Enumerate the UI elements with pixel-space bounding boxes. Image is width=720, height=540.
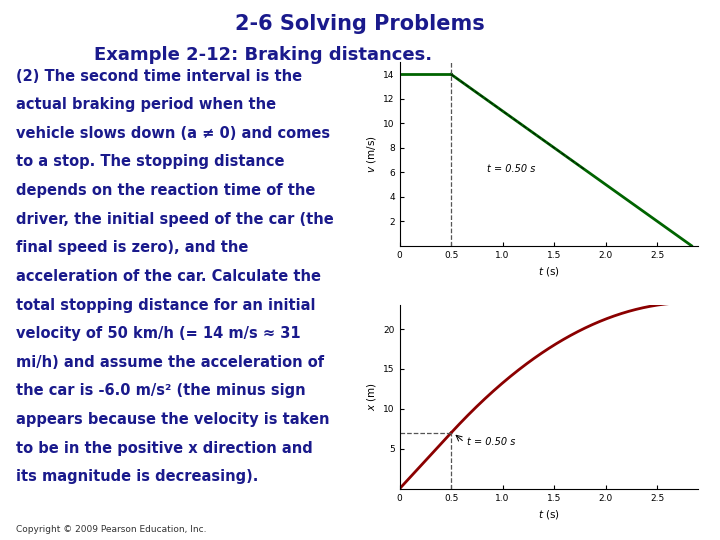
Text: velocity of 50 km/h (= 14 m/s ≈ 31: velocity of 50 km/h (= 14 m/s ≈ 31 [16, 326, 300, 341]
Text: t = 0.50 s: t = 0.50 s [467, 437, 515, 447]
Text: final speed is zero), and the: final speed is zero), and the [16, 240, 248, 255]
Text: appears because the velocity is taken: appears because the velocity is taken [16, 412, 329, 427]
Text: to a stop. The stopping distance: to a stop. The stopping distance [16, 154, 284, 170]
Y-axis label: $v$ (m/s): $v$ (m/s) [365, 135, 378, 173]
Text: Copyright © 2009 Pearson Education, Inc.: Copyright © 2009 Pearson Education, Inc. [16, 524, 207, 534]
Text: t = 0.50 s: t = 0.50 s [487, 164, 536, 174]
Text: Example 2-12: Braking distances.: Example 2-12: Braking distances. [94, 46, 432, 64]
Text: the car is -6.0 m/s² (the minus sign: the car is -6.0 m/s² (the minus sign [16, 383, 305, 399]
Text: acceleration of the car. Calculate the: acceleration of the car. Calculate the [16, 269, 321, 284]
Text: 2-6 Solving Problems: 2-6 Solving Problems [235, 14, 485, 33]
Text: driver, the initial speed of the car (the: driver, the initial speed of the car (th… [16, 212, 333, 227]
Text: its magnitude is decreasing).: its magnitude is decreasing). [16, 469, 258, 484]
Text: vehicle slows down (a ≠ 0) and comes: vehicle slows down (a ≠ 0) and comes [16, 126, 330, 141]
Text: actual braking period when the: actual braking period when the [16, 97, 276, 112]
Y-axis label: $x$ (m): $x$ (m) [365, 382, 378, 411]
Text: total stopping distance for an initial: total stopping distance for an initial [16, 298, 315, 313]
X-axis label: $t$ (s): $t$ (s) [538, 265, 560, 278]
Text: to be in the positive x direction and: to be in the positive x direction and [16, 441, 312, 456]
Text: (2) The second time interval is the: (2) The second time interval is the [16, 69, 302, 84]
Text: mi/h) and assume the acceleration of: mi/h) and assume the acceleration of [16, 355, 324, 370]
Text: depends on the reaction time of the: depends on the reaction time of the [16, 183, 315, 198]
X-axis label: $t$ (s): $t$ (s) [538, 508, 560, 521]
